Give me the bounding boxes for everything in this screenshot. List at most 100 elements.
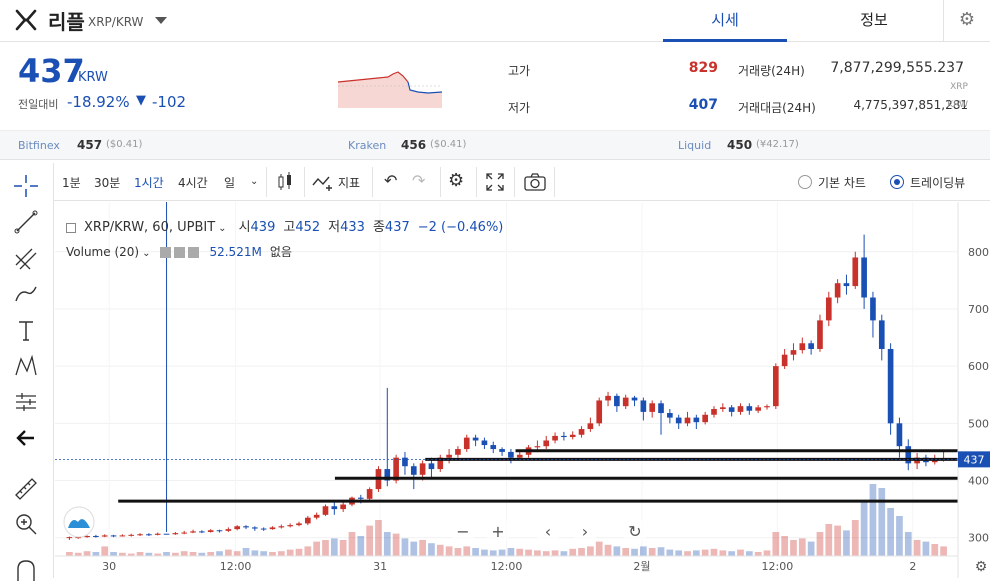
indicator-label[interactable]: 지표 — [338, 176, 361, 190]
legend-change: −2 (−0.46%) — [417, 220, 504, 235]
basic-chart-radio[interactable] — [798, 175, 812, 189]
settings-gear-icon[interactable]: ⚙ — [943, 0, 990, 42]
scroll-left-icon[interactable]: ‹ — [545, 522, 551, 541]
scroll-right-icon[interactable]: › — [582, 522, 588, 541]
back-arrow-icon[interactable] — [10, 423, 42, 453]
volume-legend: Volume (20) ⌄ 52.521M 없음 — [66, 243, 292, 260]
symbol-dropdown-icon[interactable]: ⌄ — [218, 223, 227, 234]
volume-bar — [790, 540, 797, 556]
interval-30m[interactable]: 30분 — [94, 176, 121, 190]
time-tick-label: 12:00 — [762, 560, 794, 573]
undo-icon[interactable]: ↶ — [384, 171, 398, 190]
volume-bar — [74, 552, 82, 556]
zoom-icon[interactable] — [10, 509, 42, 539]
volume-bar — [745, 551, 753, 556]
volume-dropdown-icon[interactable]: ⌄ — [142, 248, 151, 259]
exchange-name[interactable]: Bitfinex — [18, 139, 60, 152]
exchange-sub: ($0.41) — [106, 139, 143, 150]
zoom-in-icon[interactable]: + — [491, 522, 504, 541]
volume-bar — [66, 552, 73, 556]
camera-icon[interactable] — [524, 172, 546, 192]
candle-body — [720, 407, 726, 410]
legend-symbol[interactable]: XRP/KRW, 60, UPBIT — [84, 220, 216, 235]
candle-body — [622, 397, 629, 407]
candle-body — [278, 526, 285, 528]
change-arrow-icon: ▼ — [136, 93, 146, 108]
volume-bar — [216, 551, 223, 556]
candle-body — [146, 534, 152, 536]
volume-settings-icon[interactable] — [174, 247, 186, 258]
interval-dropdown-icon[interactable]: ⌄ — [250, 176, 259, 187]
ruler-icon[interactable] — [10, 473, 42, 503]
exchange-name[interactable]: Liquid — [678, 139, 712, 152]
redo-icon[interactable]: ↷ — [412, 171, 426, 190]
fib-lines-icon[interactable] — [10, 243, 42, 273]
time-tick-label: 12:00 — [220, 560, 252, 573]
tradingview-label[interactable]: 트레이딩뷰 — [910, 176, 966, 190]
legend-open-label: 시 — [238, 220, 251, 235]
basic-chart-label[interactable]: 기본 차트 — [818, 176, 866, 190]
volume-bar — [295, 548, 303, 556]
volume-close-icon[interactable] — [188, 247, 200, 258]
volume-bar — [286, 549, 294, 556]
toolbar-divider — [440, 167, 441, 197]
zoom-out-icon[interactable]: − — [456, 522, 469, 541]
tab-info[interactable]: 정보 — [860, 11, 888, 29]
price-tick-label: 700 — [968, 303, 989, 316]
volume-bar — [260, 551, 268, 556]
trendline-icon[interactable] — [10, 207, 42, 237]
exchange-sub: ($0.41) — [430, 139, 467, 150]
volume-bar — [445, 546, 453, 556]
text-tool-icon[interactable] — [10, 315, 42, 345]
reset-view-icon[interactable]: ↻ — [628, 522, 641, 541]
candle-body — [366, 489, 373, 499]
volume-bar — [189, 552, 197, 556]
candle-body — [640, 400, 647, 412]
last-price-label: 437 — [964, 453, 985, 466]
crosshair-icon[interactable] — [10, 171, 42, 201]
candle-body — [393, 457, 399, 481]
chart-settings-icon[interactable]: ⚙ — [448, 170, 465, 191]
tradingview-radio[interactable] — [890, 175, 904, 189]
candle-style-icon[interactable] — [274, 171, 296, 193]
volume-bar — [816, 532, 824, 556]
volume-bar — [163, 552, 170, 556]
indicator-icon[interactable] — [312, 173, 334, 191]
candle-body — [269, 527, 276, 530]
price-chart[interactable]: 300 400 500 600 700 800 30 12:00 31 12:00 2월 12:00… — [55, 202, 990, 578]
pair-dropdown-icon[interactable] — [155, 17, 167, 24]
fullscreen-icon[interactable] — [486, 173, 504, 191]
interval-4h[interactable]: 4시간 — [178, 176, 208, 190]
volume-bar — [304, 546, 312, 556]
legend-collapse-icon[interactable] — [66, 222, 76, 233]
candle-body — [322, 506, 329, 515]
exchange-name[interactable]: Kraken — [348, 139, 387, 152]
pattern-icon[interactable] — [10, 351, 42, 381]
interval-1h[interactable]: 1시간 — [134, 176, 164, 190]
volume-bar — [92, 552, 100, 556]
candle-body — [472, 437, 479, 441]
interval-day[interactable]: 일 — [224, 176, 236, 190]
candle-body — [896, 423, 903, 447]
volume-legend-label[interactable]: Volume (20) — [66, 245, 140, 259]
interval-1m[interactable]: 1분 — [62, 176, 81, 190]
chart-nav-controls[interactable]: − + ‹ › ↻ — [450, 518, 648, 544]
volume-legend-value: 52.521M — [209, 245, 262, 259]
candle-body — [437, 457, 444, 470]
volume-bar — [498, 549, 506, 556]
amount-unit: KRW — [947, 100, 968, 110]
candle-body — [596, 400, 603, 424]
toolbar-divider — [372, 167, 373, 197]
volume-legend-extra: 없음 — [269, 245, 292, 259]
legend-low: 433 — [340, 220, 365, 235]
brush-icon[interactable] — [10, 279, 42, 309]
volume-bar — [110, 552, 117, 556]
volume-eye-icon[interactable] — [160, 247, 172, 258]
volume-bar — [940, 546, 947, 556]
prediction-icon[interactable] — [10, 387, 42, 417]
magnet-icon[interactable] — [10, 555, 42, 585]
tab-price[interactable]: 시세 — [663, 0, 787, 42]
axis-settings-icon[interactable]: ⚙ — [975, 559, 988, 575]
candle-body — [93, 535, 99, 537]
xrp-logo-icon — [15, 9, 37, 31]
